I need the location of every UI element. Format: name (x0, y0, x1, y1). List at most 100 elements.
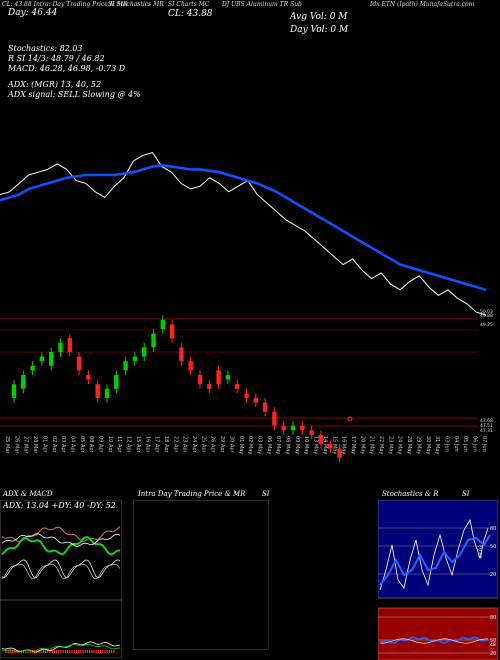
date-tick-label: 25 Mar (4, 436, 10, 454)
intraday-panel (133, 500, 269, 650)
date-tick-label: 18 Apr (163, 436, 169, 454)
macd-readout: MACD: 46.28, 46.98, -0.73 D (8, 64, 126, 73)
candle-body (86, 375, 91, 380)
candle-body (114, 375, 119, 389)
date-tick-label: 30 Apr (228, 436, 234, 454)
date-tick-label: 26 Apr (210, 436, 216, 454)
price-tick-label: 47.68 (480, 418, 493, 424)
date-tick-label: 23 Apr (182, 436, 188, 454)
date-tick-label: 16 May (341, 436, 347, 454)
stoch-level-label: 80 (490, 526, 496, 532)
header-tiny-3: SI Charts MC (168, 1, 210, 8)
stoch-level-label: 50 (490, 544, 496, 550)
candle-body (328, 444, 333, 449)
date-tick-label: 11 Apr (116, 436, 122, 454)
close-price-label: CL: 43.88 (168, 9, 213, 19)
candle-body (272, 411, 277, 426)
date-tick-label: 02 Apr (51, 436, 57, 454)
day-price-label: Day: 46.44 (8, 8, 58, 18)
date-tick-label: 03 Jun (443, 436, 449, 452)
adx-line (1, 533, 121, 547)
candle-body (253, 398, 258, 403)
date-tick-label: 22 May (378, 436, 384, 454)
day-volume-label: Day Vol: 0 M (290, 25, 349, 35)
candle-body (151, 333, 156, 348)
price-tick-label: 49.25 (480, 322, 493, 328)
date-tick-label: 08 Apr (88, 436, 94, 454)
date-tick-label: 20 May (359, 436, 365, 454)
date-tick-label: 22 Apr (172, 436, 178, 454)
date-tick-label: 05 Apr (79, 436, 85, 454)
adx-readout: ADX: (MGR) 13, 40, 52 (8, 80, 102, 89)
date-tick-label: 27 Mar (23, 436, 29, 454)
last-price-marker (347, 416, 353, 422)
candle-body (262, 402, 268, 412)
stoch-background (378, 500, 498, 599)
date-tick-label: 31 May (434, 436, 440, 454)
date-tick-label: 05 Jun (462, 436, 468, 452)
rsi-readout: R SI 14/3: 48.79 / 46.82 (8, 54, 105, 63)
date-tick-label: 06 Jun (472, 436, 478, 452)
rsi-level-label: 50 (490, 638, 496, 644)
price-line (0, 152, 487, 316)
date-tick-label: 09 Apr (98, 436, 104, 454)
header-tiny-4: DJ UBS Aluminum TR Sub (222, 1, 302, 8)
intra-panel-frame (133, 500, 269, 650)
date-tick-label: 10 May (303, 436, 309, 454)
date-tick-label: 08 May (285, 436, 291, 454)
candle-body (49, 352, 54, 366)
date-tick-label: 25 Apr (200, 436, 206, 454)
date-tick-label: 04 Jun (453, 436, 459, 452)
date-tick-label: 01 Apr (41, 436, 47, 454)
candle-body (290, 425, 296, 431)
date-tick-label: 23 May (387, 436, 393, 454)
date-tick-label: 07 Jun (481, 436, 487, 452)
rsi-background (378, 607, 498, 660)
date-tick-label: 17 May (350, 436, 356, 454)
candle-body (30, 365, 35, 371)
indicator-readouts: Stochastics: 82.03 R SI 14/3: 48.79 / 46… (8, 44, 141, 100)
date-tick-label: 21 May (369, 436, 375, 454)
candle-body (58, 342, 63, 352)
date-tick-label: 09 May (294, 436, 300, 454)
candle-body (142, 347, 147, 357)
rsi-signal-line (379, 638, 488, 644)
date-tick-label: 16 Apr (144, 436, 150, 454)
date-tick-label: 30 May (425, 436, 431, 454)
date-tick-label: 15 May (331, 436, 337, 454)
adx-panel-frame (0, 500, 122, 658)
candle-body (132, 356, 138, 362)
date-tick-label: 10 Apr (107, 436, 113, 454)
price-tick-label: 47.31 (480, 428, 493, 434)
adx-macd-panel (0, 500, 122, 658)
date-tick-label: 24 Apr (191, 436, 197, 454)
price-tick-label: 50.03 (480, 309, 493, 315)
stochastics-readout: Stochastics: 82.03 (8, 44, 83, 53)
date-tick-label: 29 May (415, 436, 421, 454)
date-tick-label: 29 Apr (219, 436, 225, 454)
macd-signal-line (1, 643, 121, 653)
stochastic-k-line (379, 518, 489, 591)
intra-panel-si: SI (262, 490, 270, 498)
candle-body (95, 384, 100, 398)
date-tick-label: 02 May (247, 436, 253, 454)
candle-body (197, 375, 203, 385)
candle-body (337, 448, 342, 458)
candle-body (300, 425, 305, 431)
candle-body (11, 384, 17, 398)
date-tick-label: 24 May (397, 436, 403, 454)
header-tiny-1: CL: 43.88 Intra: Day Trading Price & MR (2, 1, 128, 8)
stoch-panel-si: SI (462, 490, 470, 498)
date-tick-label: 06 May (266, 436, 272, 454)
candle-body (21, 375, 26, 389)
avg-volume-label: Avg Vol: 0 M (290, 12, 348, 22)
date-tick-label: 01 May (238, 436, 244, 454)
date-tick-label: 03 May (256, 436, 262, 454)
stochastic-d-line (379, 534, 491, 586)
date-tick-label: 14 May (322, 436, 328, 454)
intra-panel-title: Intra Day Trading Price & MR (138, 490, 246, 498)
candle-body (188, 361, 193, 371)
adx-sub-line-2 (1, 563, 121, 580)
candle-body (244, 393, 249, 398)
stochastics-rsi-panel: 80 50 20 80 50 20 82.03 48 (378, 500, 498, 660)
